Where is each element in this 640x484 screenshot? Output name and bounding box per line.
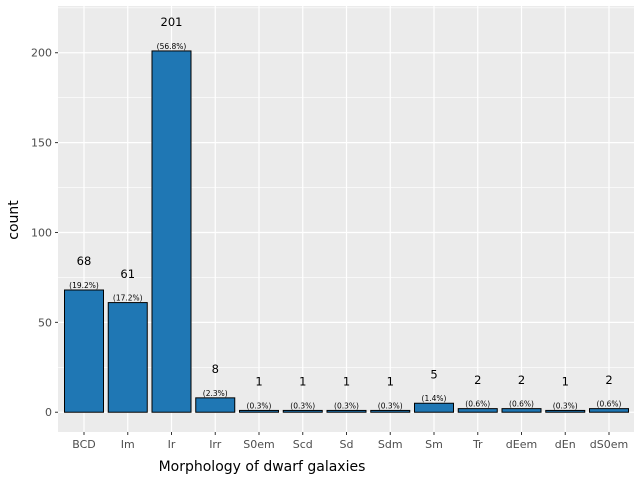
y-axis: 0 50 100 150 200 — [31, 47, 58, 419]
count-label: 5 — [430, 367, 437, 381]
x-axis: BCD Im Ir Irr S0em Scd Sd Sdm Sm Tr dEem dEn dS0em — [72, 432, 628, 451]
count-label: 61 — [120, 267, 135, 281]
x-tick-label: dS0em — [590, 438, 628, 451]
percent-label: (0.6%) — [597, 400, 622, 409]
count-label: 1 — [343, 375, 350, 389]
percent-label: (1.4%) — [422, 394, 447, 403]
percent-label: (0.3%) — [247, 401, 272, 410]
bar — [414, 402, 454, 413]
percent-label: (0.3%) — [553, 401, 578, 410]
x-axis-title: Morphology of dwarf galaxies — [159, 459, 366, 475]
bars — [64, 50, 629, 413]
y-tick-label: 150 — [31, 137, 52, 150]
percent-label: (19.2%) — [69, 281, 99, 290]
y-axis-title: count — [6, 200, 22, 240]
percent-label: (0.3%) — [290, 401, 315, 410]
y-tick-label: 100 — [31, 226, 52, 239]
x-tick-label: Sdm — [378, 438, 403, 451]
count-label: 2 — [605, 373, 612, 387]
count-label: 68 — [77, 254, 92, 268]
x-tick-label: Ir — [168, 438, 176, 451]
count-label: 1 — [387, 375, 394, 389]
data-labels: (19.2%) 68 (17.2%) 61 (56.8%) 201 (2.3%) 8 (0.3%… — [69, 15, 621, 410]
bar — [282, 409, 323, 413]
bar — [501, 408, 542, 413]
x-tick-label: dEem — [506, 438, 537, 451]
y-tick-label: 50 — [38, 316, 52, 329]
x-tick-label: dEn — [555, 438, 576, 451]
bar — [239, 409, 279, 413]
bar — [107, 302, 148, 413]
count-label: 1 — [255, 375, 262, 389]
percent-label: (56.8%) — [157, 42, 187, 51]
bar — [151, 50, 192, 413]
y-tick-label: 200 — [31, 47, 52, 60]
x-tick-label: Sd — [340, 438, 354, 451]
count-label: 201 — [161, 15, 183, 29]
percent-label: (0.6%) — [465, 400, 490, 409]
x-tick-label: BCD — [72, 438, 96, 451]
x-tick-label: Scd — [293, 438, 313, 451]
bar — [370, 409, 411, 413]
x-tick-label: Irr — [209, 438, 222, 451]
count-label: 1 — [299, 375, 306, 389]
percent-label: (0.3%) — [334, 401, 359, 410]
bar — [195, 397, 236, 413]
count-label: 2 — [474, 373, 481, 387]
percent-label: (0.3%) — [378, 401, 403, 410]
count-label: 1 — [562, 375, 569, 389]
bar — [326, 409, 367, 413]
bar — [545, 409, 586, 413]
x-tick-label: S0em — [243, 438, 274, 451]
y-tick-label: 0 — [45, 406, 52, 419]
count-label: 2 — [518, 373, 525, 387]
x-tick-label: Im — [121, 438, 135, 451]
percent-label: (0.6%) — [509, 400, 534, 409]
bar — [64, 289, 104, 413]
bar — [589, 408, 629, 413]
count-label: 8 — [212, 362, 219, 376]
x-tick-label: Tr — [472, 438, 483, 451]
x-tick-label: Sm — [425, 438, 443, 451]
bar — [457, 408, 498, 413]
percent-label: (17.2%) — [113, 294, 143, 303]
percent-label: (2.3%) — [203, 389, 228, 398]
